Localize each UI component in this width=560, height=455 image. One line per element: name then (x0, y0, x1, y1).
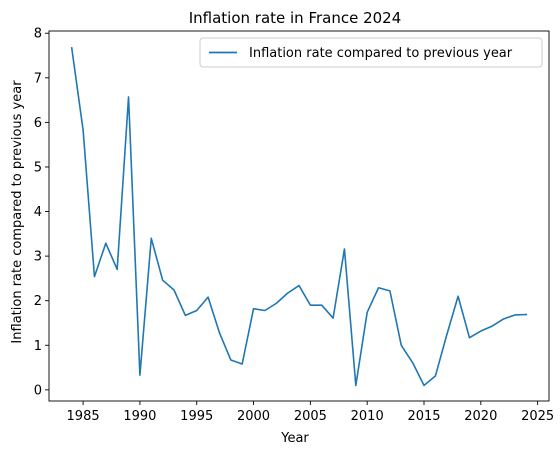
y-tick-label: 0 (34, 383, 42, 398)
legend-label-0: Inflation rate compared to previous year (249, 46, 513, 61)
legend-box (199, 37, 543, 68)
x-axis-label: Year (280, 431, 309, 446)
series-line-0 (70, 47, 528, 387)
x-tick-label: 2015 (407, 409, 440, 424)
plot-frame (48, 30, 550, 402)
y-axis-label: Inflation rate compared to previous year (10, 80, 25, 344)
y-tick-label: 8 (34, 27, 42, 42)
plot-area: 1985 1990 1995 2000 2005 2010 2015 2020 2025 0 1 2 3… (34, 27, 554, 424)
x-tick-label: 2010 (351, 409, 384, 424)
x-tick-label: 2025 (521, 409, 554, 424)
x-tick-label: 1995 (180, 409, 213, 424)
y-tick-label: 7 (34, 71, 42, 86)
x-tick-label: 1985 (67, 409, 100, 424)
y-tick-label: 6 (34, 116, 42, 131)
y-tick-label: 3 (34, 250, 42, 265)
y-tick-label: 1 (34, 339, 42, 354)
x-tick-label: 1990 (123, 409, 156, 424)
y-tick-label: 4 (34, 205, 42, 220)
legend: Inflation rate compared to previous year (199, 37, 543, 68)
chart-title: Inflation rate in France 2024 (189, 9, 402, 27)
y-tick-label: 2 (34, 294, 42, 309)
x-tick-label: 2005 (294, 409, 327, 424)
y-tick-label: 5 (34, 160, 42, 175)
x-tick-label: 2020 (464, 409, 497, 424)
x-tick-label: 2000 (237, 409, 270, 424)
